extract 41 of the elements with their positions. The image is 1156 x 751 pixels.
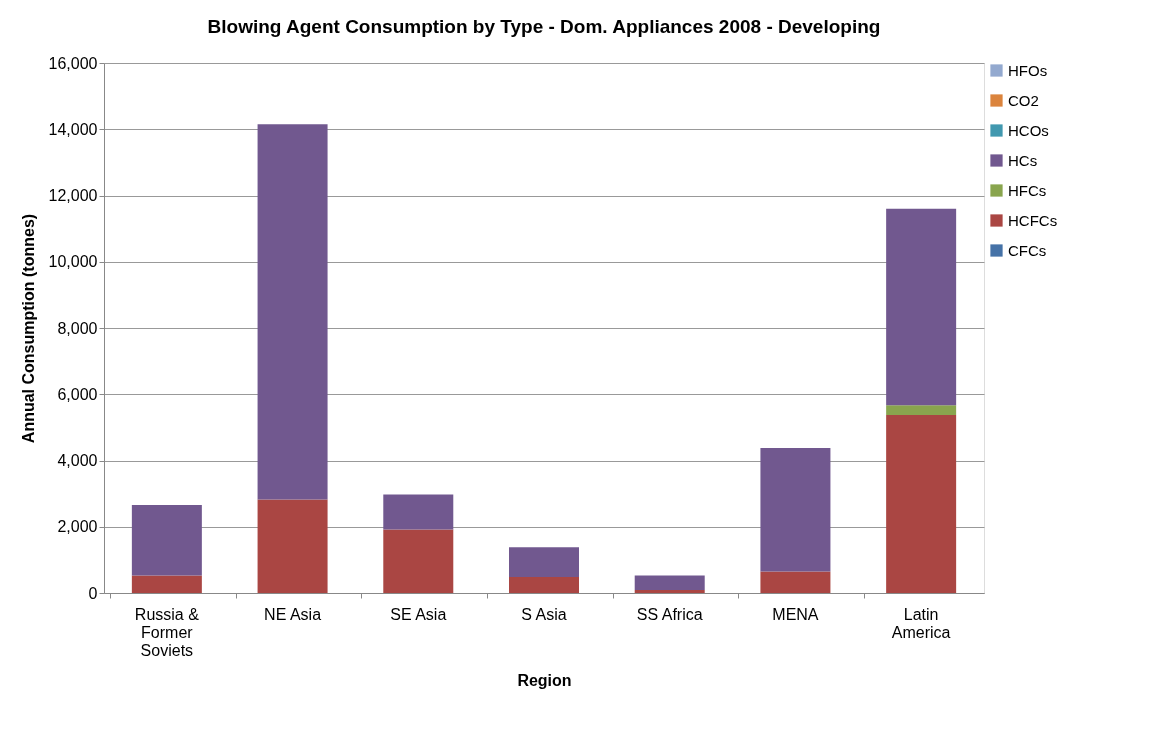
y-tick-label: 8,000 [57, 319, 98, 337]
y-tick-label: 0 [88, 584, 98, 602]
bar [257, 499, 328, 593]
x-axis-title: Region [517, 671, 572, 689]
bar [634, 590, 705, 593]
bar [760, 571, 831, 593]
bar [886, 208, 957, 406]
x-tick-label: S Asia [521, 605, 567, 623]
legend-label: HFOs [1008, 61, 1048, 79]
bar [383, 529, 454, 593]
bar [131, 575, 202, 593]
y-tick-label: 4,000 [57, 452, 98, 469]
y-tick-label: 14,000 [48, 120, 98, 138]
legend-label: HCFCs [1008, 211, 1058, 229]
legend-label: HCs [1008, 151, 1038, 169]
x-tick-label: MENA [772, 605, 819, 623]
legend-label: HCOs [1008, 121, 1049, 139]
bar [886, 405, 957, 416]
x-tick-label: NE Asia [264, 605, 322, 623]
y-tick-label: 12,000 [48, 187, 98, 204]
bar [509, 547, 579, 578]
x-tick-label: SS Africa [636, 605, 703, 623]
y-tick-label: 16,000 [48, 54, 98, 72]
chart-title: Blowing Agent Consumption by Type - Dom. Appliances 2008 - Developing [207, 16, 881, 37]
x-tick-label: SE Asia [390, 605, 447, 623]
y-tick-label: 2,000 [57, 518, 98, 536]
bar [760, 447, 831, 572]
bar [383, 494, 454, 530]
bar [509, 577, 579, 593]
x-tick-label: Russia & Former Soviets [134, 605, 200, 659]
legend-label: CO2 [1008, 91, 1039, 109]
x-tick-label: Latin America [891, 605, 951, 641]
y-axis-title: Annual Consumption (tonnes) [19, 213, 37, 444]
bar [257, 124, 328, 500]
legend-label: CFCs [1008, 241, 1047, 259]
y-tick-label: 6,000 [57, 385, 98, 403]
y-tick-label: 10,000 [48, 253, 98, 271]
bar [886, 415, 957, 593]
bar [131, 504, 202, 576]
legend-label: HFCs [1008, 181, 1047, 199]
bar [634, 575, 705, 591]
